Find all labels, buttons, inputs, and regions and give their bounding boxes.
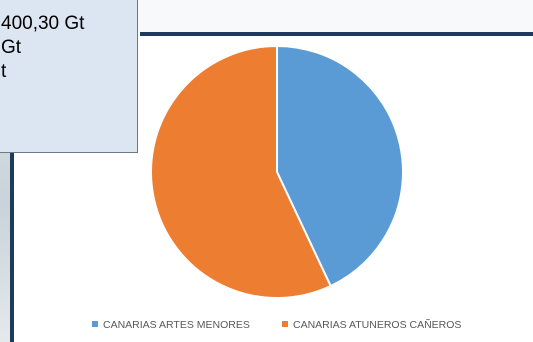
legend-label-0: CANARIAS ARTES MENORES (103, 319, 250, 331)
legend-swatch-0 (92, 321, 98, 327)
info-line-2: Gt (1, 37, 22, 58)
background-top-strip (120, 0, 533, 32)
legend-swatch-1 (282, 321, 288, 327)
info-box: 400,30 Gt Gt t (0, 0, 138, 153)
chart-frame-top-border (140, 32, 533, 36)
pie-slice-0 (276, 44, 404, 288)
chart-frame-left-border (10, 148, 14, 342)
chart-legend: CANARIAS ARTES MENORES CANARIAS ATUNEROS… (92, 318, 461, 331)
info-line-1: 400,30 Gt (1, 13, 85, 34)
info-line-3: t (1, 61, 7, 82)
pie-slice-1 (150, 44, 332, 299)
pie-slices (150, 44, 404, 299)
legend-label-1: CANARIAS ATUNEROS CAÑEROS (293, 318, 461, 331)
